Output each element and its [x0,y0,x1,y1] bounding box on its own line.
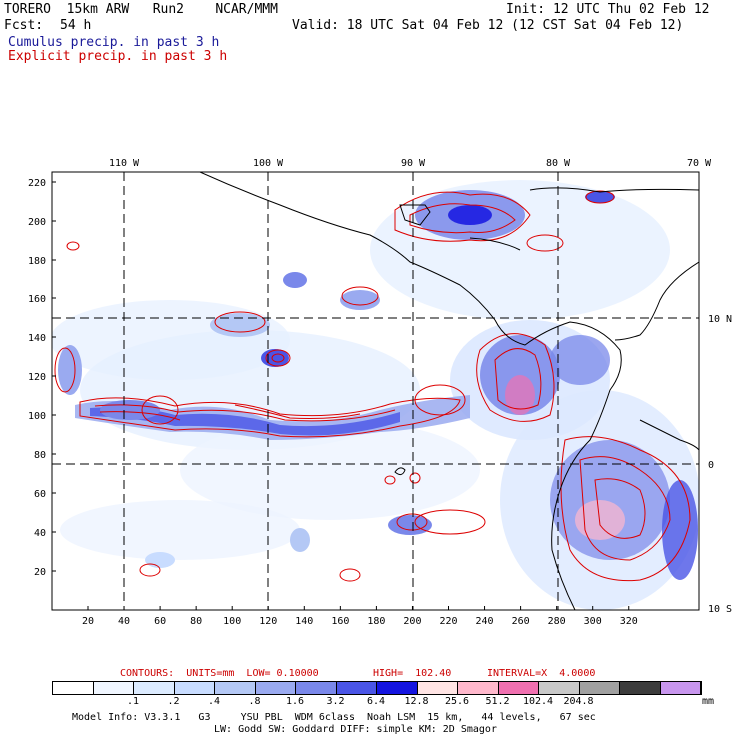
longitude-label: 80 W [546,158,571,169]
legend-swatch [579,682,620,694]
legend-swatch [539,682,580,694]
map-frame [51,171,700,611]
legend-label: .8 [248,696,261,707]
y-tick-label: 120 [28,372,46,383]
coastlines [199,172,699,610]
legend-swatch [336,682,377,694]
legend-label: .4 [207,696,221,707]
x-tick-label: 260 [512,616,530,627]
legend-swatch [458,682,499,694]
legend-label: 51.2 [485,696,510,707]
legend-swatch [377,682,418,694]
x-tick-label: 80 [190,616,202,627]
legend-swatch [134,682,175,694]
forecast-hour: 54 h [60,18,92,33]
explicit-precip-contours [54,190,691,582]
legend-swatch [417,682,458,694]
latitude-label: 0 [708,460,714,471]
x-tick-label: 120 [259,616,277,627]
valid-time: Valid: 18 UTC Sat 04 Feb 12 (12 CST Sat … [292,18,684,33]
legend-label: 25.6 [444,696,470,707]
legend-label: 12.8 [404,696,429,707]
y-tick-label: 40 [34,528,46,539]
legend-swatch [498,682,539,694]
legend-label: .2 [167,696,180,707]
x-tick-label: 60 [154,616,166,627]
x-tick-label: 140 [295,616,313,627]
x-tick-label: 160 [331,616,349,627]
contour-interval: INTERVAL=X 4.0000 [487,668,596,679]
latitude-label: 10 N [708,314,732,325]
y-tick-label: 180 [28,256,46,267]
x-tick-label: 320 [620,616,638,627]
legend-label: 102.4 [522,696,554,707]
contour-high: HIGH= 102.40 [373,668,452,679]
legend-label: 1.6 [285,696,305,707]
model-title: TORERO 15km ARW Run2 NCAR/MMM [4,2,278,17]
init-time: Init: 12 UTC Thu 02 Feb 12 [506,2,710,17]
legend-swatch [660,682,701,694]
cumulus-precip-title: Cumulus precip. in past 3 h [8,35,220,50]
legend-unit: mm [702,696,715,707]
x-tick-label: 180 [367,616,385,627]
y-tick-label: 140 [28,333,46,344]
legend-swatch [255,682,296,694]
y-tick-label: 160 [28,294,46,305]
y-tick-label: 20 [34,567,46,578]
longitude-label: 100 W [253,158,284,169]
graticule [52,172,699,610]
x-tick-label: 200 [403,616,421,627]
explicit-precip-title: Explicit precip. in past 3 h [8,49,228,64]
x-tick-label: 280 [548,616,566,627]
x-tick-label: 20 [82,616,94,627]
legend-label: .1 [126,696,140,707]
precip-field [52,172,699,610]
legend-swatch [174,682,215,694]
y-tick-label: 220 [28,178,46,189]
y-tick-label: 200 [28,217,46,228]
contour-units: CONTOURS: UNITS=mm LOW= 0.10000 [120,668,319,679]
legend-swatch [620,682,661,694]
x-tick-label: 100 [223,616,241,627]
physics-info: LW: Godd SW: Goddard DIFF: simple KM: 2D… [214,724,497,735]
forecast-label: Fcst: [4,18,44,33]
y-tick-label: 100 [28,411,46,422]
x-tick-label: 300 [584,616,602,627]
legend-label: 204.8 [563,696,594,707]
latitude-label: 10 S [708,604,732,615]
color-legend-labels: .1 .2 .4 .8 1.6 3.2 6.4 12.8 25.6 51.2 102.4 204.8 [52,696,700,708]
legend-swatch [296,682,337,694]
x-tick-label: 240 [476,616,494,627]
x-tick-label: 220 [439,616,457,627]
longitude-label: 70 W [687,158,712,169]
y-tick-label: 80 [34,450,46,461]
legend-swatch [53,682,94,694]
legend-label: 6.4 [366,696,386,707]
longitude-label: 90 W [401,158,426,169]
legend-label: 3.2 [326,696,345,707]
legend-swatch [93,682,134,694]
longitude-label: 110 W [109,158,140,169]
x-tick-label: 40 [118,616,130,627]
legend-swatch [215,682,256,694]
model-info: Model Info: V3.3.1 G3 YSU PBL WDM 6class… [72,712,596,723]
y-tick-label: 60 [34,489,46,500]
color-legend-bar [52,681,702,695]
